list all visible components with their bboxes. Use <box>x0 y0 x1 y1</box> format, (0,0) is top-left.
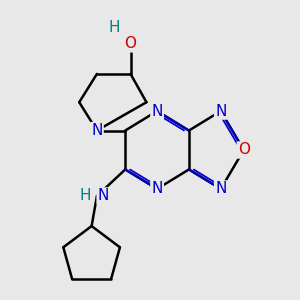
Text: N: N <box>98 188 109 203</box>
Text: N: N <box>215 182 226 196</box>
Text: N: N <box>215 103 226 118</box>
Text: H: H <box>80 188 92 203</box>
Text: N: N <box>152 103 163 118</box>
Text: O: O <box>124 36 136 51</box>
Text: N: N <box>91 123 103 138</box>
Text: N: N <box>152 182 163 196</box>
Text: H: H <box>109 20 120 35</box>
Text: O: O <box>238 142 250 158</box>
